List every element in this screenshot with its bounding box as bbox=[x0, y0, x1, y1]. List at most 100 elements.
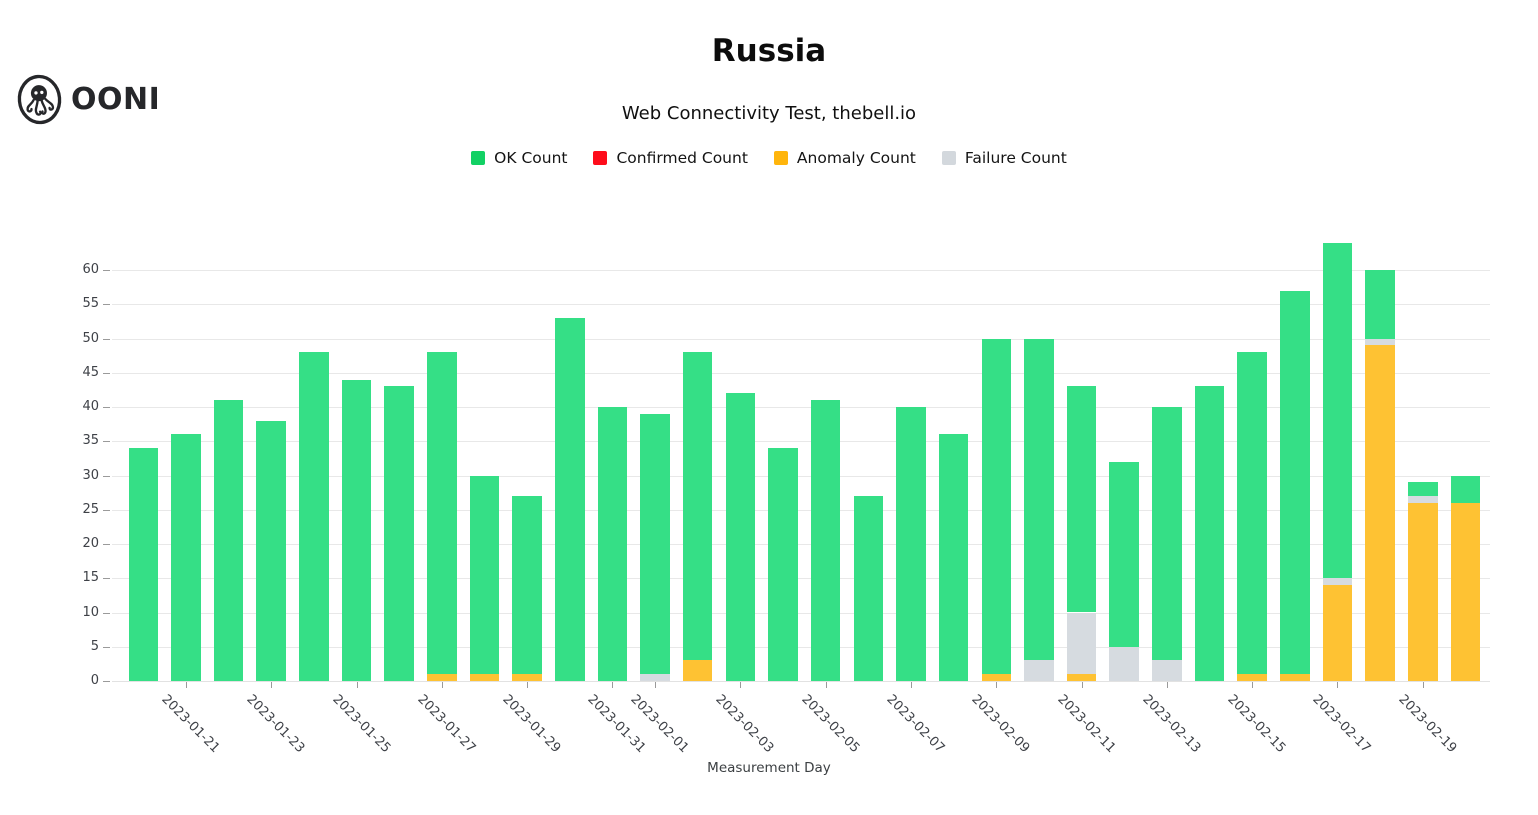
bar-segment-ok-2023-02-03[interactable] bbox=[725, 393, 756, 681]
x-axis-tick bbox=[271, 682, 273, 688]
bar-segment-ok-2023-01-25[interactable] bbox=[341, 379, 372, 681]
bar-segment-anomaly-2023-02-18[interactable] bbox=[1365, 345, 1395, 681]
x-axis-tick bbox=[655, 682, 657, 688]
bar-segment-ok-2023-01-27[interactable] bbox=[427, 352, 457, 675]
x-axis-label: 2023-02-13 bbox=[1139, 692, 1204, 757]
bar-segment-ok-2023-02-18[interactable] bbox=[1365, 270, 1395, 339]
y-axis-label: 20 bbox=[82, 536, 99, 551]
bar-segment-ok-2023-01-24[interactable] bbox=[299, 352, 329, 681]
x-axis-tick bbox=[1422, 682, 1424, 688]
bar-segment-ok-2023-01-23[interactable] bbox=[256, 420, 286, 681]
bar-segment-failure-2023-02-12[interactable] bbox=[1109, 646, 1139, 681]
legend-label-confirmed-count: Confirmed Count bbox=[616, 149, 748, 167]
x-axis-label: 2023-01-29 bbox=[499, 692, 564, 757]
gridline bbox=[112, 441, 1490, 443]
x-axis-tick bbox=[1252, 682, 1254, 688]
legend-label-failure-count: Failure Count bbox=[964, 149, 1067, 167]
legend-swatch-confirmed-count bbox=[593, 151, 608, 165]
bar-segment-failure-2023-02-19[interactable] bbox=[1408, 496, 1438, 503]
y-axis-label: 10 bbox=[82, 604, 99, 620]
y-axis-tick bbox=[103, 407, 110, 408]
legend-swatch-anomaly-count bbox=[773, 151, 788, 165]
legend-item-ok-count[interactable]: OK Count bbox=[471, 149, 567, 167]
gridline bbox=[112, 509, 1490, 511]
bar-segment-ok-2023-02-07[interactable] bbox=[896, 407, 926, 681]
ooni-logo: OONI bbox=[16, 74, 160, 125]
x-axis-line bbox=[112, 681, 1490, 682]
bar-segment-ok-2023-01-20[interactable] bbox=[128, 448, 158, 681]
x-axis-label: 2023-02-03 bbox=[712, 692, 777, 757]
bar-segment-anomaly-2023-02-02[interactable] bbox=[682, 660, 713, 681]
y-axis-tick bbox=[103, 578, 110, 580]
bar-segment-ok-2023-02-20[interactable] bbox=[1450, 475, 1481, 503]
y-axis-label: 5 bbox=[90, 638, 99, 654]
bar-segment-ok-2023-02-19[interactable] bbox=[1408, 482, 1438, 497]
y-axis-label: 60 bbox=[82, 262, 99, 277]
x-axis-label: 2023-02-15 bbox=[1224, 692, 1289, 757]
bar-segment-failure-2023-02-17[interactable] bbox=[1322, 578, 1353, 586]
y-axis-label: 50 bbox=[82, 330, 99, 346]
bar-segment-ok-2023-02-17[interactable] bbox=[1322, 242, 1353, 579]
gridline bbox=[112, 612, 1490, 614]
bar-segment-anomaly-2023-02-15[interactable] bbox=[1237, 674, 1267, 681]
bar-segment-anomaly-2023-02-11[interactable] bbox=[1066, 674, 1097, 681]
bar-segment-ok-2023-02-02[interactable] bbox=[682, 352, 713, 661]
bar-segment-failure-2023-02-11[interactable] bbox=[1066, 612, 1097, 675]
x-axis-label: 2023-02-19 bbox=[1395, 692, 1460, 757]
y-axis-tick bbox=[103, 270, 110, 271]
bar-segment-ok-2023-02-10[interactable] bbox=[1024, 338, 1054, 661]
x-axis-label: 2023-01-21 bbox=[158, 692, 223, 757]
bar-segment-ok-2023-01-31[interactable] bbox=[597, 407, 628, 681]
bar-segment-failure-2023-02-10[interactable] bbox=[1024, 660, 1054, 681]
bar-segment-ok-2023-02-16[interactable] bbox=[1280, 290, 1310, 675]
bar-segment-ok-2023-02-01[interactable] bbox=[640, 413, 670, 675]
y-axis-tick bbox=[103, 509, 110, 511]
legend-item-confirmed-count[interactable]: Confirmed Count bbox=[593, 149, 748, 167]
bar-segment-ok-2023-02-09[interactable] bbox=[981, 338, 1011, 675]
gridline bbox=[112, 578, 1490, 580]
bar-segment-ok-2023-01-21[interactable] bbox=[171, 434, 201, 681]
bar-segment-ok-2023-01-30[interactable] bbox=[555, 317, 585, 681]
bar-segment-anomaly-2023-01-27[interactable] bbox=[427, 674, 457, 681]
bar-segment-anomaly-2023-01-29[interactable] bbox=[512, 674, 542, 681]
bar-segment-ok-2023-01-28[interactable] bbox=[469, 475, 500, 675]
x-axis-tick bbox=[1337, 682, 1339, 688]
y-axis-label: 25 bbox=[82, 501, 99, 517]
y-axis-tick bbox=[103, 304, 110, 306]
bar-segment-ok-2023-02-11[interactable] bbox=[1066, 386, 1097, 613]
bar-segment-anomaly-2023-02-17[interactable] bbox=[1322, 585, 1353, 681]
y-axis-label: 35 bbox=[82, 433, 99, 449]
bar-segment-ok-2023-01-22[interactable] bbox=[213, 400, 244, 681]
y-axis-label: 55 bbox=[82, 296, 99, 312]
bar-segment-ok-2023-02-05[interactable] bbox=[810, 400, 841, 681]
bar-segment-ok-2023-02-12[interactable] bbox=[1109, 461, 1139, 647]
bar-segment-failure-2023-02-13[interactable] bbox=[1152, 660, 1182, 681]
bar-segment-anomaly-2023-01-28[interactable] bbox=[469, 674, 500, 681]
x-axis-tick bbox=[612, 682, 614, 688]
x-axis-label: 2023-02-17 bbox=[1309, 692, 1374, 757]
bar-segment-ok-2023-02-08[interactable] bbox=[938, 434, 969, 681]
bar-segment-ok-2023-01-26[interactable] bbox=[384, 386, 414, 681]
brand-wordmark: OONI bbox=[71, 82, 161, 117]
bar-segment-ok-2023-02-13[interactable] bbox=[1152, 407, 1182, 661]
legend-item-failure-count[interactable]: Failure Count bbox=[941, 149, 1067, 167]
bar-segment-anomaly-2023-02-16[interactable] bbox=[1280, 674, 1310, 681]
bar-segment-anomaly-2023-02-09[interactable] bbox=[981, 674, 1011, 681]
y-axis-label: 40 bbox=[82, 399, 99, 414]
bar-segment-failure-2023-02-18[interactable] bbox=[1365, 338, 1395, 346]
x-axis-label: 2023-02-05 bbox=[798, 692, 863, 757]
bar-segment-anomaly-2023-02-20[interactable] bbox=[1450, 502, 1481, 681]
x-axis-tick bbox=[996, 682, 998, 688]
bar-segment-ok-2023-02-14[interactable] bbox=[1194, 386, 1225, 681]
page-title: Russia bbox=[711, 33, 827, 69]
bar-segment-ok-2023-02-04[interactable] bbox=[768, 448, 798, 681]
bar-segment-failure-2023-02-01[interactable] bbox=[640, 674, 670, 681]
bar-segment-ok-2023-02-15[interactable] bbox=[1237, 352, 1267, 675]
bar-segment-ok-2023-02-06[interactable] bbox=[853, 496, 884, 681]
y-axis-label: 0 bbox=[90, 673, 99, 688]
bar-segment-ok-2023-01-29[interactable] bbox=[512, 496, 542, 675]
bar-segment-anomaly-2023-02-19[interactable] bbox=[1408, 502, 1438, 681]
gridline bbox=[112, 270, 1490, 271]
legend-item-anomaly-count[interactable]: Anomaly Count bbox=[773, 149, 916, 167]
